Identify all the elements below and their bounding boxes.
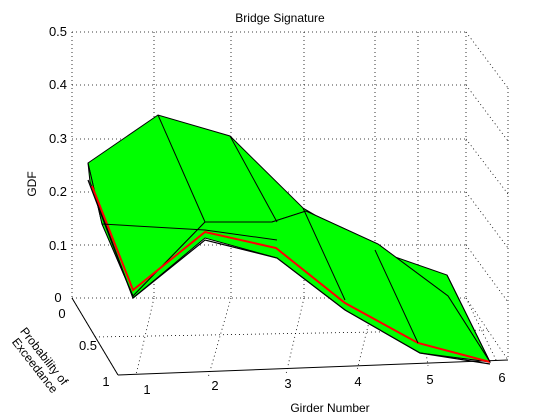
front-axes: [71, 297, 509, 376]
z-tick-label: 0.4: [49, 77, 67, 92]
z-axis-label: GDF: [25, 171, 39, 196]
x-tick-label: 6: [498, 370, 505, 385]
z-ticks: 0 0.1 0.2 0.3 0.4 0.5: [49, 24, 67, 305]
x-axis-label: Girder Number: [290, 401, 369, 415]
x-tick-label: 5: [426, 372, 433, 387]
chart-title: Bridge Signature: [235, 11, 325, 25]
z-tick-label: 0.1: [49, 238, 67, 253]
surface-bottom-edge: [87, 179, 491, 365]
y-tick-label: 0.5: [79, 338, 97, 353]
z-tick-label: 0.2: [49, 184, 67, 199]
x-tick-label: 4: [354, 374, 361, 389]
gdf-surface: [87, 114, 491, 365]
y-tick-label: 1: [102, 374, 109, 389]
y-tick-label: 0: [58, 306, 65, 321]
z-tick-label: 0.3: [49, 131, 67, 146]
x-tick-label: 3: [284, 376, 291, 391]
y-ticks: 0 0.5 1: [58, 306, 109, 389]
z-tick-label: 0: [54, 290, 61, 305]
z-tick-label: 0.5: [49, 24, 67, 39]
x-tick-label: 1: [143, 382, 150, 397]
y-axis-label: Probability of Exceedance: [7, 325, 73, 399]
surface-front-band: [87, 162, 491, 363]
x-tick-label: 2: [211, 378, 218, 393]
x-ticks: 1 2 3 4 5 6: [143, 370, 505, 397]
